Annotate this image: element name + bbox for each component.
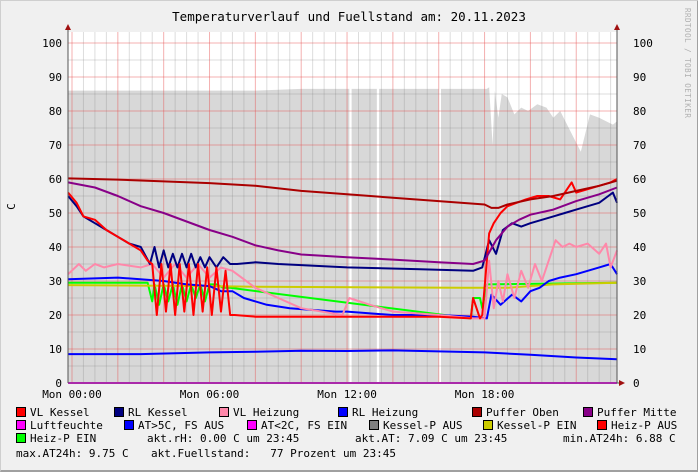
legend-label: Heiz-P EIN: [30, 432, 97, 445]
y-tick-label-right: 20: [633, 309, 646, 322]
y-tick-label-left: 50: [49, 207, 62, 220]
y-tick-label-left: 30: [49, 275, 62, 288]
legend-label: VL Kessel: [30, 406, 90, 419]
y-tick-label-right: 30: [633, 275, 646, 288]
legend-swatch: [16, 407, 26, 417]
legend-swatch: [472, 407, 482, 417]
y-tick-label-left: 40: [49, 241, 62, 254]
y-tick-label-left: 70: [49, 139, 62, 152]
legend-swatch: [114, 407, 124, 417]
legend-item: RL Heizung: [338, 406, 418, 419]
fuellstand-area-0: [68, 88, 350, 384]
legend-swatch: [338, 407, 348, 417]
legend-label: Kessel-P EIN: [497, 419, 577, 432]
stat-min: min.AT24h: 6.88 C: [563, 432, 676, 445]
legend-label: AT<2C, FS EIN: [261, 419, 348, 432]
y-tick-label-right: 50: [633, 207, 646, 220]
legend-item: AT<2C, FS EIN: [247, 419, 347, 432]
legend-label: Puffer Mitte: [597, 406, 677, 419]
legend-swatch: [483, 420, 493, 430]
y-tick-label-right: 40: [633, 241, 646, 254]
legend-swatch: [124, 420, 134, 430]
series-rl-heizung: [68, 263, 618, 320]
legend-item: Luftfeuchte: [16, 419, 103, 432]
right-axis-arrow-icon: [614, 24, 620, 30]
x-tick-label: Mon 00:00: [42, 388, 102, 401]
y-tick-label-left: 80: [49, 105, 62, 118]
legend-item: Heiz-P EIN: [16, 432, 96, 445]
left-axis-arrow-icon: [65, 24, 71, 30]
stat-at: akt.AT: 7.09 C um 23:45: [355, 432, 508, 445]
legend-swatch: [219, 407, 229, 417]
legend-swatch: [16, 433, 26, 443]
series-vl-kessel: [67, 178, 618, 320]
legend-swatch: [583, 407, 593, 417]
fuellstand-area-1: [351, 88, 377, 384]
series-vl-heizung: [67, 239, 618, 320]
x-tick-label: Mon 06:00: [180, 388, 240, 401]
legend-item: VL Heizung: [219, 406, 299, 419]
legend-item: AT>5C, FS AUS: [124, 419, 224, 432]
watermark: RRDTOOL / TOBI OETIKER: [683, 8, 692, 119]
legend-label: Kessel-P AUS: [383, 419, 463, 432]
y-tick-label-left: 90: [49, 71, 62, 84]
x-axis-arrow-icon: [619, 380, 625, 386]
legend-swatch: [597, 420, 607, 430]
y-tick-label-right: 80: [633, 105, 646, 118]
y-tick-label-right: 70: [633, 139, 646, 152]
stat-rh: akt.rH: 0.00 C um 23:45: [147, 432, 300, 445]
legend-item: Puffer Oben: [472, 406, 559, 419]
legend-swatch: [247, 420, 257, 430]
x-tick-label: Mon 18:00: [455, 388, 515, 401]
y-tick-label-right: 60: [633, 173, 646, 186]
y-tick-label-left: 0: [55, 377, 62, 390]
legend-label: RL Kessel: [128, 406, 188, 419]
y-tick-label-left: 10: [49, 343, 62, 356]
series-puffer-oben: [68, 177, 618, 209]
legend-label: Puffer Oben: [486, 406, 559, 419]
series-at: [68, 349, 618, 361]
y-tick-label-right: 90: [633, 71, 646, 84]
fuellstand-area-2: [379, 88, 439, 384]
y-tick-label-right: 100: [633, 37, 653, 50]
legend-item: Kessel-P EIN: [483, 419, 576, 432]
legend-label: RL Heizung: [352, 406, 419, 419]
legend-label: AT>5C, FS AUS: [138, 419, 225, 432]
stat-fuellstand: akt.Fuellstand: 77 Prozent um 23:45: [151, 447, 397, 460]
series-puffer-mitte: [67, 181, 618, 265]
legend-item: Heiz-P AUS: [597, 419, 677, 432]
legend-swatch: [369, 420, 379, 430]
legend-item: Puffer Mitte: [583, 406, 676, 419]
y-tick-label-right: 10: [633, 343, 646, 356]
legend-label: Heiz-P AUS: [611, 419, 678, 432]
legend-swatch: [16, 420, 26, 430]
legend-label: Luftfeuchte: [30, 419, 103, 432]
x-tick-label: Mon 12:00: [317, 388, 377, 401]
y-tick-label-left: 100: [42, 37, 62, 50]
chart-title: Temperaturverlauf und Fuellstand am: 20.…: [172, 9, 526, 24]
y-tick-label-right: 0: [633, 377, 640, 390]
legend-label: VL Heizung: [233, 406, 300, 419]
stat-max: max.AT24h: 9.75 C: [16, 447, 129, 460]
fuellstand-area-3: [441, 87, 618, 383]
y-tick-label-left: 20: [49, 309, 62, 322]
legend-item: Kessel-P AUS: [369, 419, 462, 432]
legend-item: VL Kessel: [16, 406, 90, 419]
legend-item: RL Kessel: [114, 406, 188, 419]
y-tick-label-left: 60: [49, 173, 62, 186]
